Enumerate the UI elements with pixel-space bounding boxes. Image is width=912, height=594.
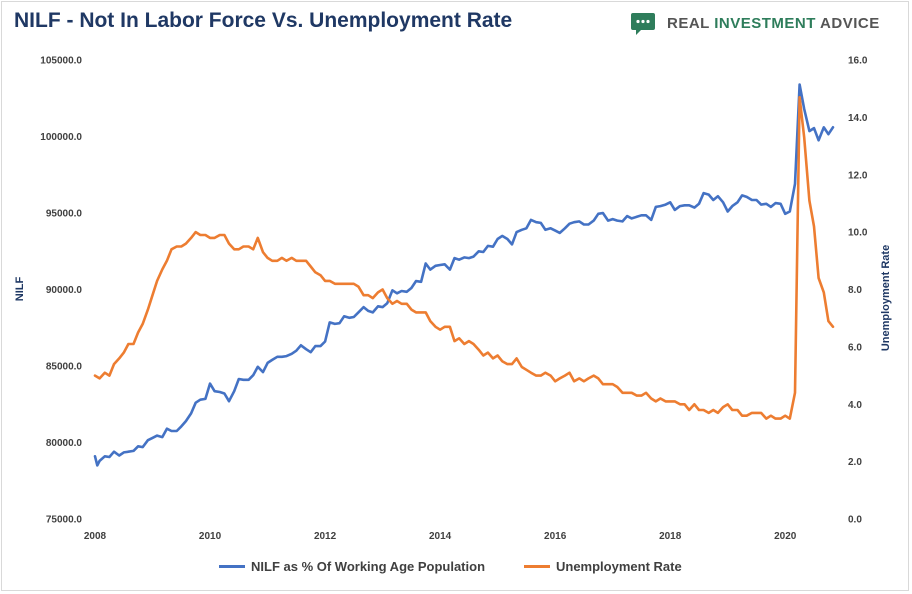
- left-tick-label: 100000.0: [40, 132, 82, 143]
- series-line-nilf: [93, 83, 835, 467]
- right-axis-title: Unemployment Rate: [880, 245, 892, 351]
- brand-name-part3: ADVICE: [815, 15, 880, 32]
- x-tick-label: 2016: [544, 531, 567, 542]
- legend-item-unemployment: Unemployment Rate: [524, 556, 682, 576]
- brand-name-part2: INVESTMENT: [714, 15, 816, 32]
- left-tick-label: 80000.0: [46, 438, 83, 449]
- right-tick-label: 6.0: [848, 342, 862, 353]
- x-tick-label: 2014: [429, 531, 452, 542]
- right-tick-label: 2.0: [848, 457, 862, 468]
- right-tick-label: 16.0: [848, 56, 868, 67]
- brand-logo: REAL INVESTMENT ADVICE: [629, 10, 899, 38]
- right-tick-label: 4.0: [848, 400, 862, 411]
- brand-name: REAL INVESTMENT ADVICE: [667, 15, 880, 32]
- legend-swatch-nilf: [219, 564, 245, 568]
- left-axis-ticks: 75000.0 80000.0 85000.0 90000.0 95000.0 10000…: [40, 56, 82, 526]
- series-line-unemployment: [93, 96, 835, 420]
- right-tick-label: 8.0: [848, 285, 862, 296]
- right-tick-label: 12.0: [848, 170, 868, 181]
- legend-swatch-unemployment: [524, 564, 550, 568]
- right-tick-label: 10.0: [848, 228, 868, 239]
- left-axis-title: NILF: [14, 277, 26, 302]
- chart-legend: NILF as % Of Working Age Population Unem…: [0, 556, 912, 576]
- series-lines: [93, 83, 835, 467]
- chart-title: NILF - Not In Labor Force Vs. Unemployme…: [14, 9, 513, 32]
- x-tick-label: 2008: [84, 531, 107, 542]
- left-tick-label: 75000.0: [46, 515, 83, 526]
- left-tick-label: 85000.0: [46, 362, 83, 373]
- x-tick-label: 2018: [659, 531, 682, 542]
- right-tick-label: 0.0: [848, 515, 862, 526]
- left-tick-label: 95000.0: [46, 209, 83, 220]
- x-tick-label: 2012: [314, 531, 337, 542]
- legend-label-nilf: NILF as % Of Working Age Population: [251, 558, 486, 574]
- brand-name-part1: REAL: [667, 15, 715, 32]
- x-tick-label: 2010: [199, 531, 222, 542]
- chat-bubble-icon: [631, 13, 655, 35]
- left-tick-label: 105000.0: [40, 56, 82, 67]
- right-tick-label: 14.0: [848, 113, 868, 124]
- x-tick-label: 2020: [774, 531, 797, 542]
- right-axis-ticks: 0.0 2.0 4.0 6.0 8.0 10.0 12.0 14.0 16.0: [848, 56, 868, 526]
- x-axis-ticks: 2008 2010 2012 2014 2016 2018 2020: [84, 531, 797, 542]
- legend-item-nilf: NILF as % Of Working Age Population: [219, 556, 485, 576]
- left-tick-label: 90000.0: [46, 285, 83, 296]
- legend-label-unemployment: Unemployment Rate: [556, 558, 682, 574]
